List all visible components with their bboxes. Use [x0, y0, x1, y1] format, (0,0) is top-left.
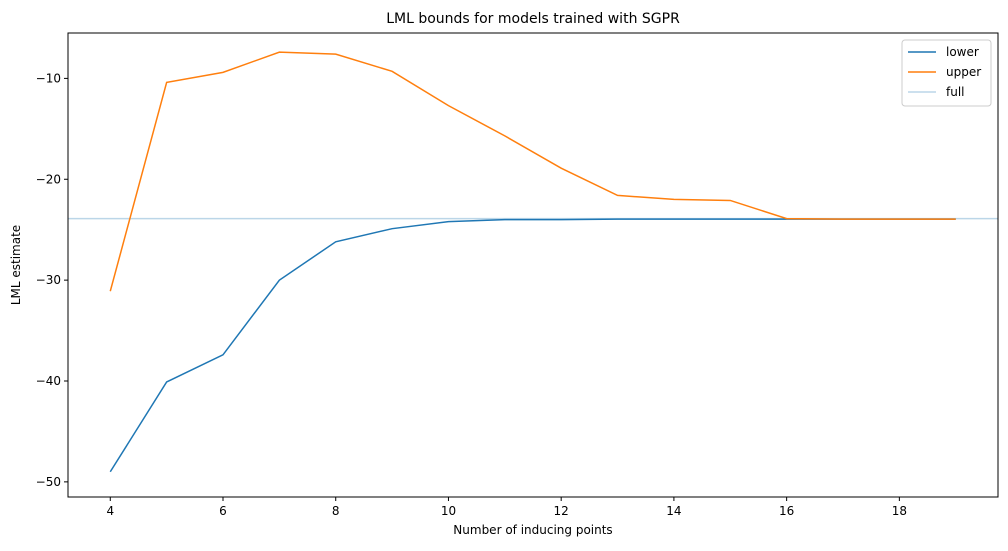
x-tick-label: 12 — [554, 504, 569, 518]
plot-frame — [68, 33, 998, 497]
chart-title: LML bounds for models trained with SGPR — [386, 11, 680, 27]
x-axis-label: Number of inducing points — [453, 523, 612, 537]
x-tick-label: 6 — [219, 504, 227, 518]
x-tick-label: 16 — [779, 504, 794, 518]
y-tick-label: −30 — [36, 273, 61, 287]
x-tick-label: 4 — [106, 504, 114, 518]
x-tick-label: 10 — [441, 504, 456, 518]
y-tick-label: −10 — [36, 71, 61, 85]
x-tick-label: 8 — [332, 504, 340, 518]
y-tick-label: −20 — [36, 172, 61, 186]
legend-label-full: full — [946, 85, 965, 99]
legend-label-upper: upper — [946, 65, 981, 79]
legend: lower upper full — [902, 40, 991, 106]
series-line-lower — [110, 219, 955, 472]
x-tick-label: 18 — [892, 504, 907, 518]
series-line-upper — [110, 52, 955, 291]
y-axis-label: LML estimate — [9, 225, 23, 305]
x-tick-label: 14 — [666, 504, 681, 518]
y-tick-label: −40 — [36, 374, 61, 388]
legend-label-lower: lower — [946, 45, 979, 59]
y-tick-label: −50 — [36, 475, 61, 489]
